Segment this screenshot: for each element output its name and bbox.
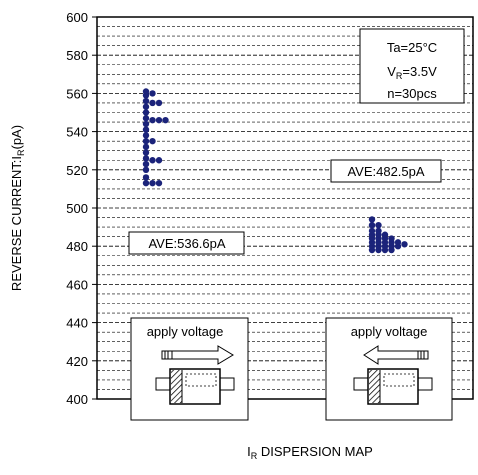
data-point-series-1: [162, 116, 169, 124]
y-tick-label: 500: [66, 201, 88, 216]
data-point-series-2: [368, 227, 376, 235]
data-point-series-1: [142, 149, 150, 156]
data-point-series-1: [149, 99, 156, 107]
y-tick-label: 460: [66, 277, 88, 292]
y-tick-label: 560: [66, 86, 88, 101]
data-point-series-2: [368, 221, 376, 229]
y-tick-label: 600: [66, 10, 88, 25]
arrow-left-icon: [363, 345, 429, 365]
y-tick-label: 580: [66, 48, 88, 63]
apply-voltage-panel-1: apply voltage: [130, 317, 249, 421]
y-tick-label: 520: [66, 163, 88, 178]
y-tick-label: 480: [66, 239, 88, 254]
data-point-series-1: [142, 155, 150, 162]
diode-component-icon: [155, 368, 235, 405]
conditions-box: Ta=25°C VR=3.5V n=30pcs: [359, 28, 465, 104]
y-tick-label: 400: [66, 392, 88, 407]
data-point-series-1: [142, 143, 150, 151]
data-point-series-2: [394, 239, 402, 246]
apply-voltage-caption-1: apply voltage: [147, 324, 224, 339]
data-point-series-1: [142, 103, 150, 110]
y-tick-label: 540: [66, 125, 88, 140]
data-point-series-2: [388, 235, 395, 242]
average-box-series-1: AVE:536.6pA: [128, 231, 245, 255]
data-point-series-1: [142, 174, 150, 181]
data-point-series-1: [155, 179, 163, 187]
data-point-series-2: [375, 227, 382, 235]
data-point-series-1: [142, 160, 150, 168]
data-point-series-1: [142, 115, 150, 122]
y-axis-title: REVERSE CURRENT:IR(pA): [9, 125, 26, 291]
temperature-label: Ta=25°C: [387, 40, 437, 55]
data-point-series-2: [381, 231, 389, 238]
apply-voltage-panel-2: apply voltage: [325, 317, 453, 421]
apply-voltage-caption-2: apply voltage: [351, 324, 428, 339]
y-axis-ticks: 400 420 440 460 480 500 520 540 560 580 600: [66, 10, 97, 407]
data-point-series-1: [142, 137, 150, 145]
y-tick-label: 420: [66, 354, 88, 369]
data-point-series-1: [155, 157, 163, 164]
data-point-series-1: [142, 88, 150, 95]
data-point-series-1: [149, 90, 156, 97]
average-box-series-2: AVE:482.5pA: [330, 159, 442, 183]
y-tick-label: 440: [66, 316, 88, 331]
data-point-series-1: [149, 179, 156, 187]
x-axis-title: IR DISPERSION MAP: [247, 444, 373, 461]
data-point-series-2: [375, 221, 382, 229]
average-label-series-2: AVE:482.5pA: [347, 164, 424, 179]
data-point-series-1: [149, 137, 156, 145]
diode-component-icon: [353, 368, 433, 405]
data-point-series-1: [142, 179, 150, 187]
data-point-series-1: [149, 157, 156, 164]
data-point-series-1: [155, 116, 163, 124]
arrow-right-icon: [161, 345, 234, 365]
data-point-series-1: [142, 97, 150, 105]
data-point-series-2: [368, 216, 376, 223]
data-point-series-1: [142, 132, 150, 139]
voltage-label: VR=3.5V: [387, 64, 437, 81]
data-point-series-1: [149, 116, 156, 124]
data-point-series-1: [142, 166, 150, 173]
data-points: [142, 88, 408, 254]
sample-count-label: n=30pcs: [387, 86, 437, 101]
data-point-series-1: [142, 120, 150, 128]
data-point-series-1: [155, 99, 163, 107]
data-point-series-2: [401, 241, 408, 248]
data-point-series-1: [142, 109, 150, 116]
average-label-series-1: AVE:536.6pA: [148, 236, 225, 251]
data-point-series-1: [142, 126, 150, 133]
